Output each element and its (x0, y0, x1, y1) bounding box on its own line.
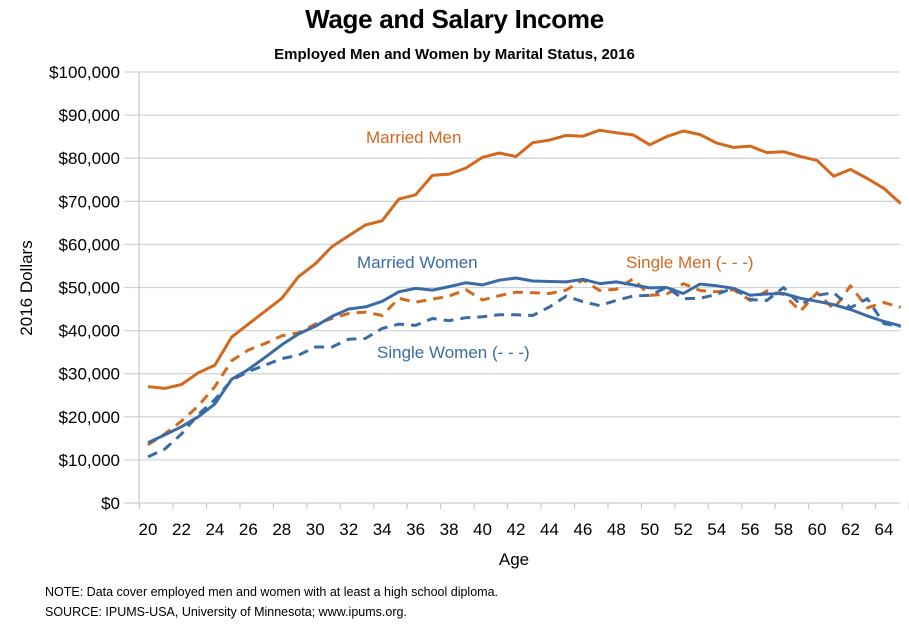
x-tick-label: 46 (573, 520, 592, 539)
y-tick-label: $20,000 (59, 408, 120, 427)
x-axis-title: Age (499, 550, 529, 569)
x-tick-label: 40 (473, 520, 492, 539)
x-tick-label: 20 (139, 520, 158, 539)
chart-subtitle: Employed Men and Women by Marital Status… (274, 46, 635, 63)
series-line-married-men (147, 128, 902, 390)
y-axis-ticks: $0 $10,000 $20,000 $30,000 $40,000 $50,000 $60… (49, 63, 120, 513)
gridlines (124, 71, 900, 504)
x-tick-label: 32 (339, 520, 358, 539)
footnote-note: NOTE: Data cover employed men and women … (45, 585, 499, 599)
x-tick-label: 56 (741, 520, 760, 539)
x-tick-label: 52 (674, 520, 693, 539)
y-tick-label: $0 (101, 494, 120, 513)
x-tick-label: 22 (172, 520, 191, 539)
y-tick-label: $90,000 (59, 106, 120, 125)
x-tick-label: 58 (774, 520, 793, 539)
y-tick-label: $60,000 (59, 235, 120, 254)
series-label-married-men: Married Men (366, 128, 461, 147)
x-tick-label: 54 (707, 520, 726, 539)
chart-title: Wage and Salary Income (305, 4, 604, 34)
series-line-married-women (147, 276, 902, 445)
x-tick-label: 34 (373, 520, 392, 539)
x-tick-label: 24 (205, 520, 224, 539)
x-tick-label: 44 (540, 520, 559, 539)
y-tick-label: $80,000 (59, 149, 120, 168)
x-tick-label: 26 (239, 520, 258, 539)
x-tick-label: 62 (841, 520, 860, 539)
series-label-single-women: Single Women (- - -) (377, 343, 530, 362)
y-tick-label: $100,000 (49, 63, 120, 82)
x-tick-label: 28 (272, 520, 291, 539)
x-tick-label: 48 (607, 520, 626, 539)
x-tick-label: 38 (440, 520, 459, 539)
x-tick-label: 60 (808, 520, 827, 539)
x-tick-label: 64 (875, 520, 894, 539)
footnote-source: SOURCE: IPUMS-USA, University of Minneso… (45, 605, 407, 619)
series-label-married-women: Married Women (357, 253, 478, 272)
y-tick-label: $40,000 (59, 322, 120, 341)
y-tick-label: $10,000 (59, 451, 120, 470)
series-labels: Married Men Married Women Single Men (- - … (357, 128, 754, 362)
x-tick-label: 30 (306, 520, 325, 539)
x-tick-label: 50 (640, 520, 659, 539)
y-tick-label: $30,000 (59, 365, 120, 384)
series-lines (147, 128, 902, 459)
y-tick-label: $50,000 (59, 279, 120, 298)
x-axis-ticks: 20 22 24 26 28 30 32 34 36 38 40 42 44 46 48 50 52 54 56 58… (139, 503, 909, 539)
x-tick-label: 36 (406, 520, 425, 539)
y-tick-label: $70,000 (59, 192, 120, 211)
series-line-single-women (147, 286, 901, 459)
x-tick-label: 42 (507, 520, 526, 539)
y-axis-title: 2016 Dollars (17, 240, 36, 335)
series-label-single-men: Single Men (- - -) (626, 253, 754, 272)
